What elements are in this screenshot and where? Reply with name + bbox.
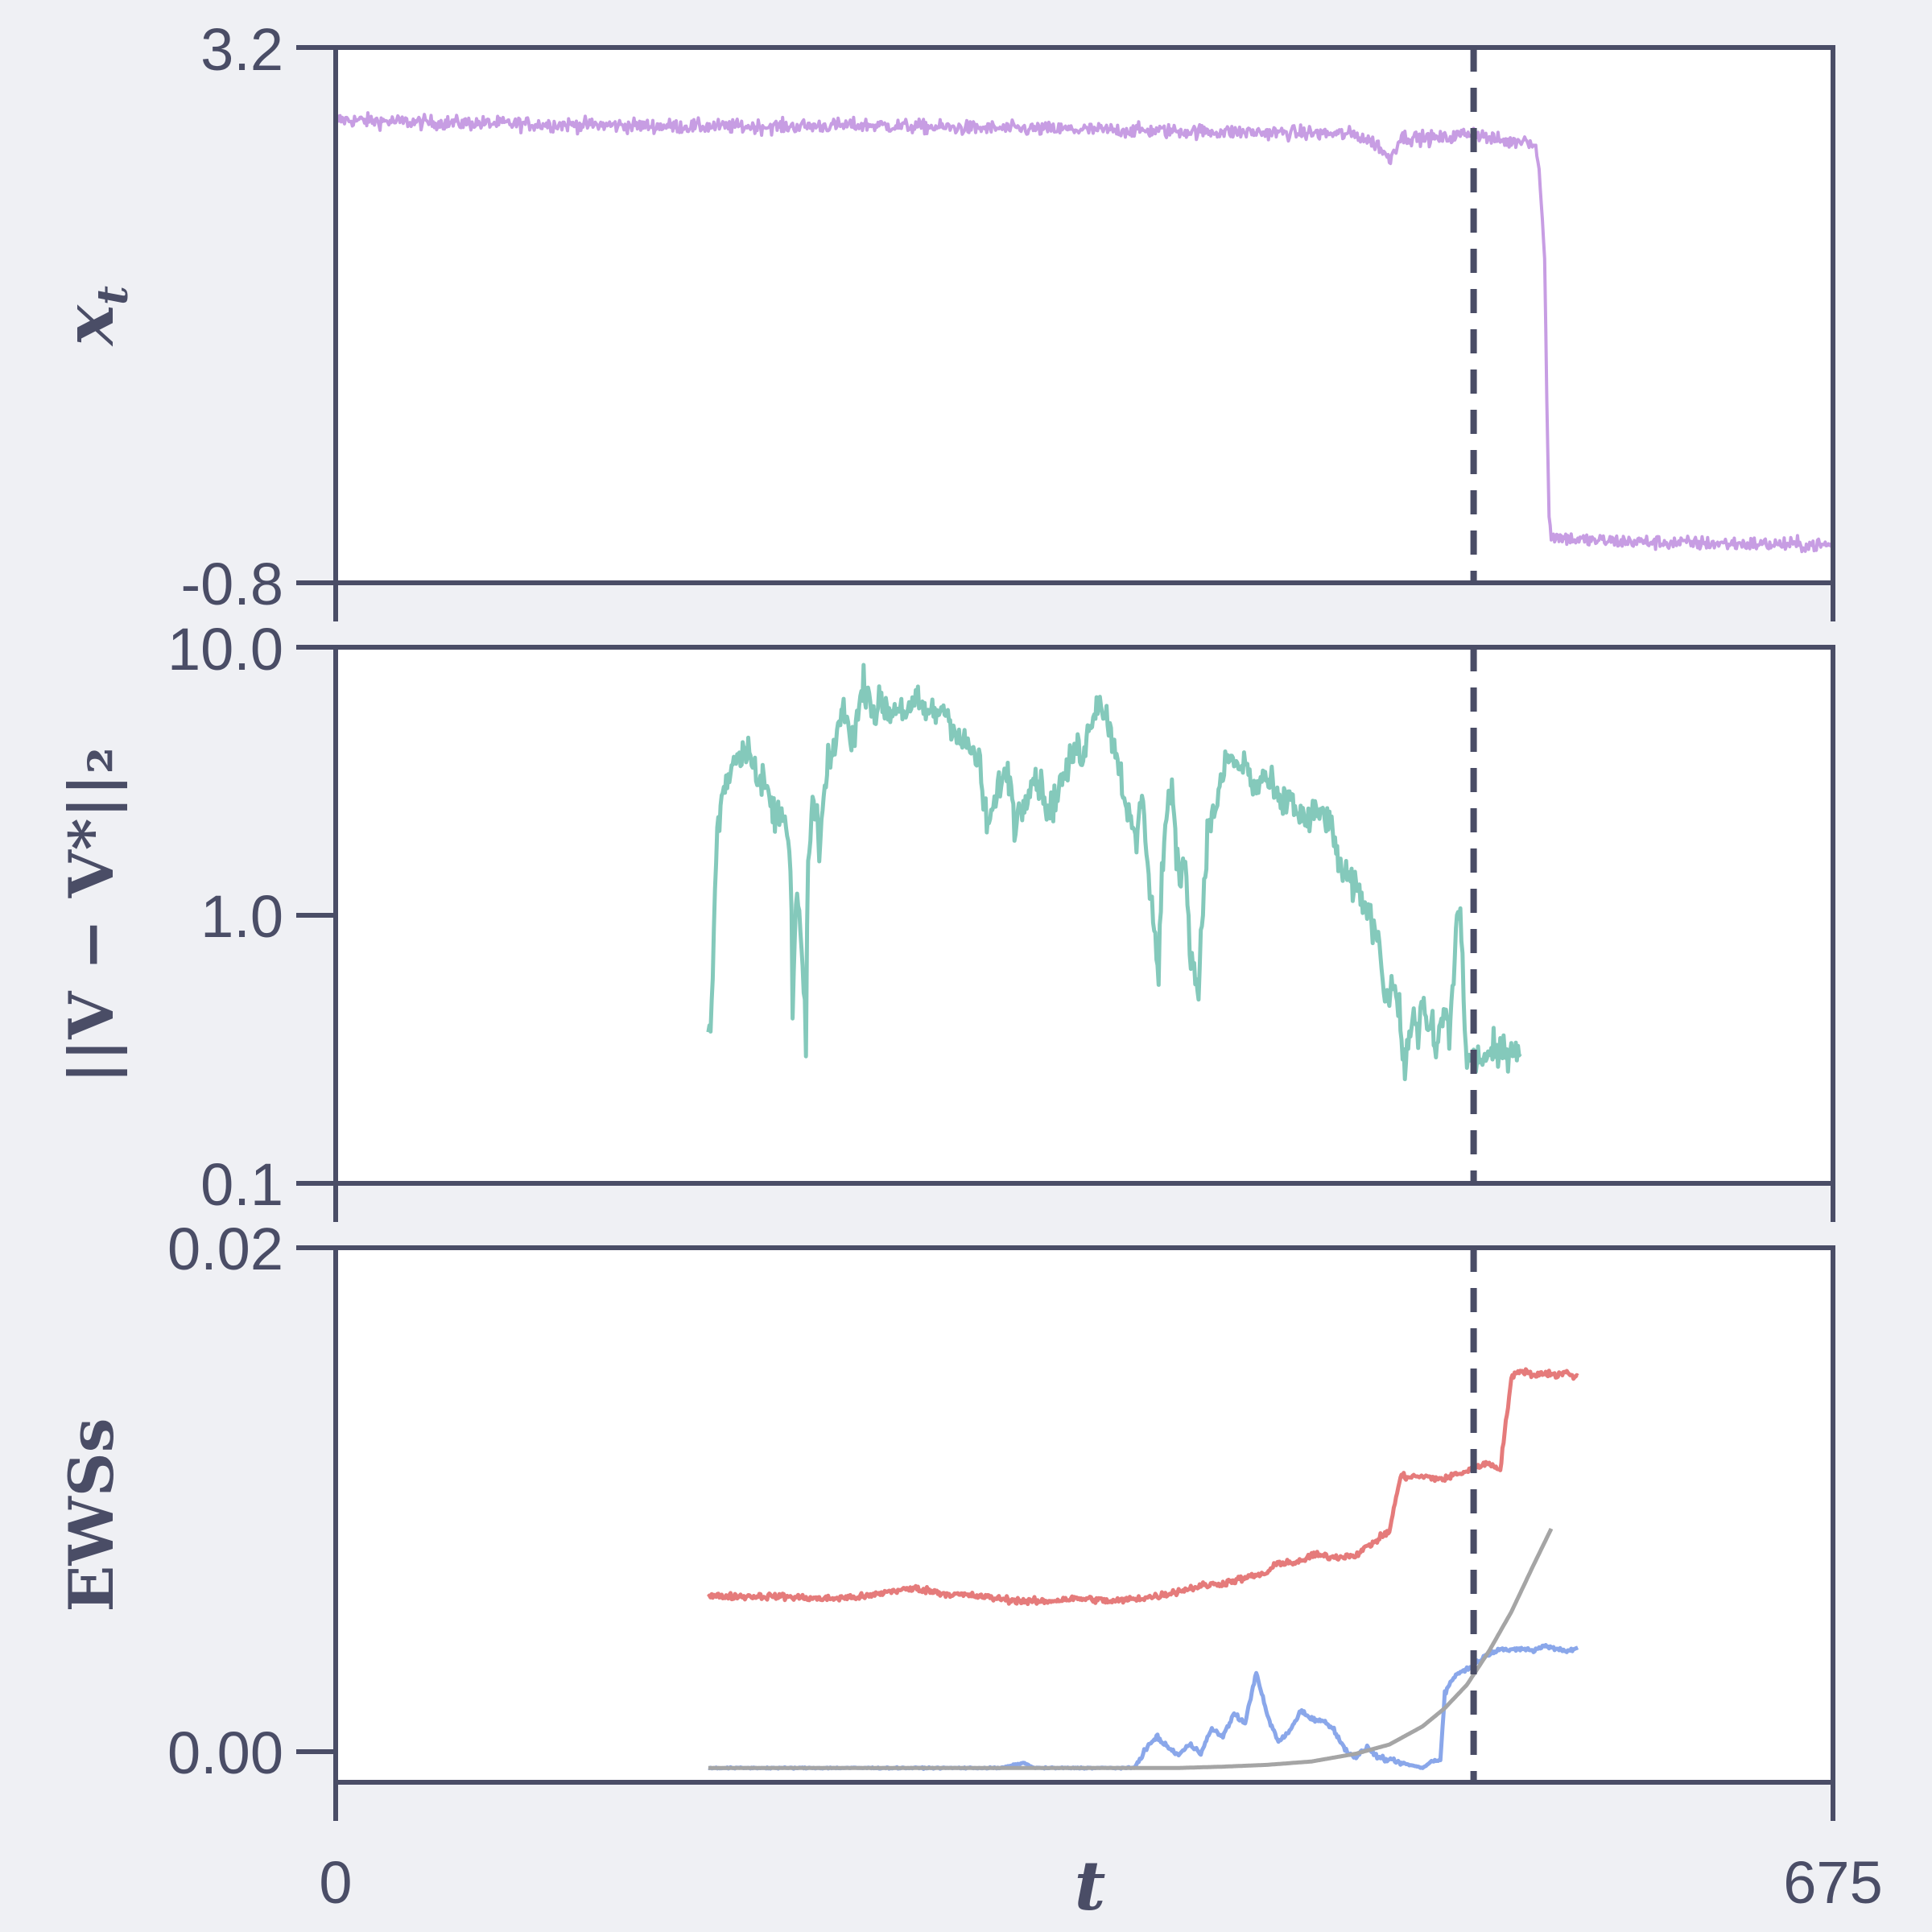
ytick-label-state-top: 3.2: [200, 16, 283, 83]
series-state: [334, 111, 1835, 554]
ytick-label-state-bottom: -0.8: [180, 551, 283, 617]
ytick-label-distance-middle: 1.0: [200, 883, 283, 950]
series-line-ews_fit: [707, 1527, 1554, 1770]
frame-ews: [333, 1245, 1835, 1785]
ylabel-state: xt: [49, 286, 138, 347]
xtick-label-left: 0: [319, 1849, 352, 1916]
panel-ews: 0.02 0.00 0 675 t EWSs: [56, 1216, 1883, 1926]
plot-area-state: [336, 47, 1833, 583]
ytick-label-ews-bottom: 0.00: [167, 1719, 283, 1786]
series-line-state: [334, 111, 1835, 554]
series-ews: [707, 1367, 1579, 1771]
ytick-label-distance-top: 10.0: [167, 616, 283, 683]
ytick-label-ews-top: 0.02: [167, 1216, 283, 1282]
plot-area-distance: [336, 647, 1833, 1183]
xtick-label-right: 675: [1783, 1849, 1882, 1916]
xlabel: t: [1075, 1846, 1106, 1926]
ylabel-ews: EWSs: [56, 1418, 127, 1612]
ylabel-state-main: x: [49, 304, 129, 347]
panel-state: 3.2 -0.8 xt: [49, 16, 1835, 621]
ytick-label-distance-bottom: 0.1: [200, 1151, 283, 1218]
frame-state: [333, 45, 1835, 585]
panel-distance: 10.0 1.0 0.1 ||V − V*||₂: [56, 616, 1835, 1222]
series-line-ews_variance: [707, 1367, 1579, 1607]
plot-area-ews: [336, 1248, 1833, 1782]
series-distance: [706, 663, 1522, 1082]
ylabel-state-sub: t: [89, 286, 138, 305]
series-line-distance: [706, 663, 1522, 1082]
ylabel-distance: ||V − V*||₂: [56, 747, 128, 1084]
